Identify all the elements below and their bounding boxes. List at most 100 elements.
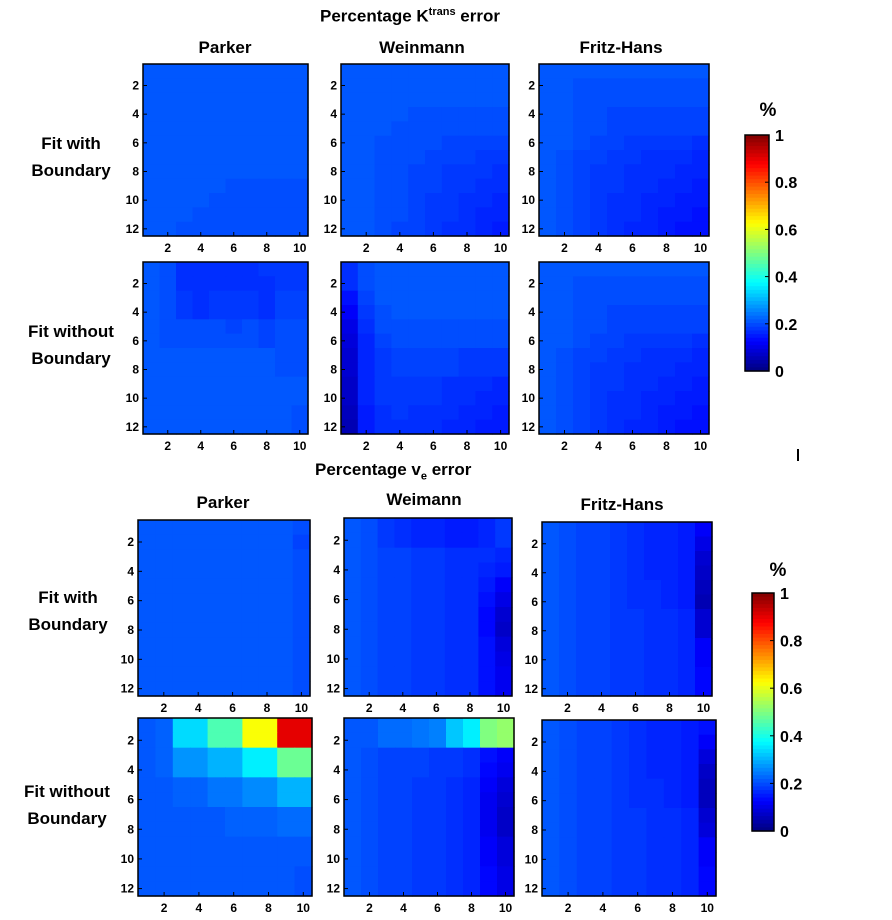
heatmap-cell: [206, 578, 225, 594]
heatmap-cell: [542, 565, 560, 581]
heatmap-cell: [539, 290, 557, 306]
heatmap-cell: [458, 207, 476, 223]
colorbar-segment: [752, 812, 774, 817]
heatmap-cell: [209, 92, 227, 108]
heatmap-cell: [661, 565, 679, 581]
heatmap-cell: [441, 164, 460, 180]
heatmap-cell: [475, 276, 493, 292]
heatmap-cell: [658, 121, 676, 137]
heatmap-cell: [242, 121, 260, 137]
heatmap-cell: [463, 777, 481, 793]
heatmap-cell: [357, 391, 376, 406]
heatmap-cell: [641, 164, 659, 180]
y-tick-label: 10: [327, 852, 341, 866]
heatmap-cell: [661, 667, 679, 683]
heatmap-cell: [258, 193, 276, 208]
heatmap-cell: [624, 135, 642, 151]
y-tick-label: 12: [324, 222, 338, 236]
heatmap-cell: [341, 135, 359, 151]
heatmap-cell: [291, 348, 309, 363]
heatmap-cell: [441, 262, 460, 277]
heatmap-cell: [391, 290, 409, 306]
x-tick-label: 6: [433, 701, 440, 715]
heatmap-cell: [192, 419, 210, 435]
heatmap-cell: [258, 578, 277, 594]
heatmap-cell: [539, 348, 557, 363]
heatmap-cell: [556, 150, 574, 165]
heatmap-cell: [425, 121, 443, 137]
x-tick-label: 4: [396, 241, 403, 255]
heatmap-cell: [291, 333, 309, 349]
heatmap-cell: [344, 577, 362, 593]
heatmap-cell: [411, 577, 429, 593]
heatmap-cell: [475, 262, 493, 277]
heatmap-cell: [441, 405, 460, 421]
colorbar-segment: [752, 790, 774, 795]
heatmap-cell: [428, 651, 446, 667]
heatmap-cell: [611, 778, 630, 794]
heatmap-cell: [159, 221, 177, 237]
heatmap-cell: [607, 207, 625, 223]
heatmap-cell: [143, 150, 161, 165]
colorbar-tick-label: 0: [780, 824, 789, 841]
heatmap-cell: [644, 565, 662, 581]
heatmap-cell: [692, 319, 710, 335]
heatmap-cell: [258, 121, 276, 137]
colorbar-segment: [745, 345, 769, 350]
heatmap-cell: [176, 376, 194, 392]
heatmap-cell: [192, 64, 210, 79]
heatmap-cell: [695, 536, 713, 552]
x-tick-label: 4: [595, 241, 602, 255]
heatmap-cell: [441, 305, 460, 320]
heatmap-cell: [492, 221, 510, 237]
heatmap-cell: [444, 681, 463, 697]
heatmap-cell: [138, 851, 156, 867]
heatmap-cell: [176, 221, 194, 237]
colorbar-segment: [752, 745, 774, 750]
heatmap-cell: [242, 276, 260, 292]
heatmap-cell: [391, 305, 409, 320]
heatmap-cell: [629, 866, 647, 882]
heatmap-cell: [573, 64, 591, 79]
heatmap-cell: [394, 636, 412, 653]
heatmap-cell: [258, 178, 276, 194]
heatmap-cell: [611, 822, 630, 838]
heatmap-cell: [258, 107, 276, 122]
heatmap-cell: [259, 732, 278, 749]
heatmap-cell: [395, 747, 413, 764]
heatmap-cell: [209, 391, 227, 406]
heatmap-cell: [593, 638, 611, 654]
heatmap-cell: [542, 793, 560, 809]
heatmap-cell: [411, 666, 429, 682]
heatmap-cell: [143, 193, 161, 208]
heatmap-cell: [259, 718, 278, 734]
colorbar-segment: [752, 715, 774, 721]
heatmap-cell: [143, 221, 161, 237]
heatmap-cell: [258, 593, 277, 609]
heatmap-cell: [576, 580, 594, 596]
heatmap-cell: [374, 150, 392, 165]
x-tick-label: 4: [396, 439, 403, 453]
heatmap-cell: [391, 150, 409, 165]
heatmap-cell: [573, 92, 591, 108]
heatmap-cell: [629, 837, 647, 853]
heatmap-cell: [458, 290, 476, 306]
heatmap-cell: [695, 580, 713, 596]
heatmap-cell: [155, 866, 174, 882]
y-tick-label: 6: [333, 593, 340, 607]
heatmap-cell: [539, 276, 557, 292]
heatmap-cell: [291, 78, 309, 94]
heatmap-cell: [428, 562, 446, 578]
heatmap-cell: [607, 391, 625, 406]
heatmap-cell: [698, 734, 717, 750]
heatmap-cell: [176, 121, 194, 137]
y-tick-label: 10: [126, 391, 140, 405]
heatmap-cell: [275, 276, 293, 292]
heatmap-cell: [576, 551, 594, 567]
heatmap-cell: [559, 609, 577, 625]
heatmap-cell: [360, 518, 379, 534]
heatmap-cell: [698, 837, 717, 853]
heatmap-cell: [497, 821, 515, 838]
colorbar-segment: [745, 326, 769, 332]
